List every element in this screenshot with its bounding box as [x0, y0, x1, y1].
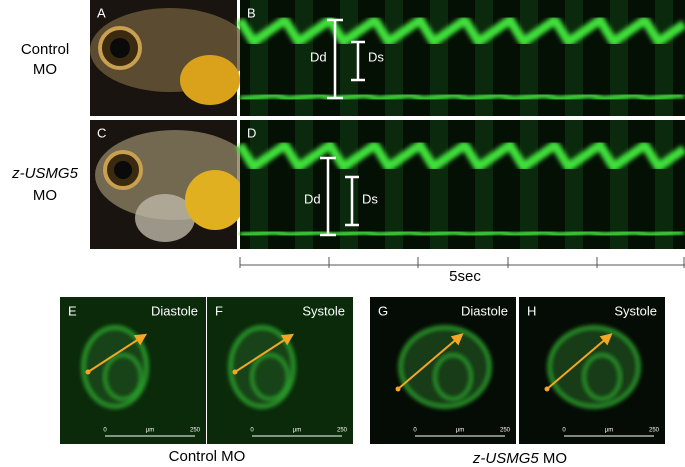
heart-outline — [228, 325, 296, 409]
scale-label: 250 — [337, 428, 348, 434]
phase-label: Systole — [302, 303, 345, 318]
group-caption: z-USMG5 MO — [472, 450, 567, 467]
kymo-stripe — [295, 0, 313, 116]
dimension-bars — [320, 18, 365, 237]
group-caption: Control MO — [169, 448, 246, 465]
kymo-stripe — [520, 120, 538, 249]
kymo-stripe — [520, 0, 538, 116]
kymo-stripe — [430, 120, 448, 249]
arrow-origin — [85, 369, 91, 375]
kymo-stripe — [340, 120, 358, 249]
arrow-origin — [232, 369, 238, 375]
axis-arrow — [234, 333, 295, 373]
panel-label: H — [527, 303, 536, 318]
time-scale-label: 5sec — [449, 268, 481, 285]
kymograph-waves — [236, 0, 685, 249]
phase-label: Diastole — [151, 303, 198, 318]
axis-arrow — [397, 333, 464, 390]
kymo-stripe — [610, 120, 628, 249]
kymo-stripe — [475, 120, 493, 249]
scale-label: 0 — [562, 428, 566, 434]
row-label: MO — [33, 187, 57, 204]
panel-label: A — [97, 5, 106, 20]
kymo-stripe — [250, 120, 268, 249]
panel-label: C — [97, 125, 106, 140]
row-label: MO — [33, 61, 57, 78]
scale-label: 0 — [413, 428, 417, 434]
scale-label: µm — [605, 428, 613, 434]
kymo-wall — [239, 228, 685, 239]
kymo-wall — [236, 13, 685, 48]
caption-part: MO — [539, 450, 567, 467]
scale-label: 250 — [649, 428, 660, 434]
scale-label: 250 — [500, 428, 511, 434]
arrow-origin — [395, 386, 401, 392]
kymo-stripe — [385, 0, 403, 116]
kymo-stripe — [655, 0, 673, 116]
kymo-stripe — [565, 120, 583, 249]
kymo-stripe — [655, 120, 673, 249]
time-scale — [239, 257, 685, 268]
panel-label: G — [378, 303, 388, 318]
ds-label: Ds — [368, 49, 384, 64]
kymo-stripe — [385, 120, 403, 249]
kymo-stripe — [565, 0, 583, 116]
kymo-stripe — [250, 0, 268, 116]
scale-label: µm — [146, 428, 154, 434]
kymo-stripe — [340, 0, 358, 116]
kymo-stripe — [430, 0, 448, 116]
row-label: z-USMG5 — [11, 165, 78, 182]
heart-outline — [81, 325, 149, 409]
kymo-wall — [239, 91, 685, 102]
kymo-stripe — [475, 0, 493, 116]
panel-label: E — [68, 303, 77, 318]
scale-label: 250 — [190, 428, 201, 434]
ds-label: Ds — [362, 191, 378, 206]
phase-label: Diastole — [461, 303, 508, 318]
panel-label: D — [247, 125, 256, 140]
kymo-stripe — [295, 120, 313, 249]
kymo-wall — [236, 138, 685, 173]
heart-chamber — [250, 353, 290, 401]
scale-label: 0 — [103, 428, 107, 434]
row-label: Control — [21, 41, 69, 58]
heart-chamber — [433, 353, 473, 401]
axis-arrow — [87, 333, 148, 373]
axis-arrow — [546, 333, 613, 390]
kymo-stripe — [610, 0, 628, 116]
dd-label: Dd — [310, 49, 327, 64]
arrow-origin — [544, 386, 550, 392]
scale-label: µm — [456, 428, 464, 434]
phase-label: Systole — [614, 303, 657, 318]
photo-c — [90, 120, 255, 249]
heart-chamber — [103, 353, 143, 401]
caption-part: z-USMG5 — [472, 450, 539, 467]
photo-a — [90, 0, 250, 116]
scale-label: µm — [293, 428, 301, 434]
panel-label: F — [215, 303, 223, 318]
dd-label: Dd — [304, 191, 321, 206]
heart-panels: E Diastole 0 µm 250 F Systole 0 µm 250 G Diastole 0 µ… — [60, 297, 665, 444]
panel-label: B — [247, 5, 256, 20]
heart-chamber — [582, 353, 622, 401]
scale-label: 0 — [250, 428, 254, 434]
